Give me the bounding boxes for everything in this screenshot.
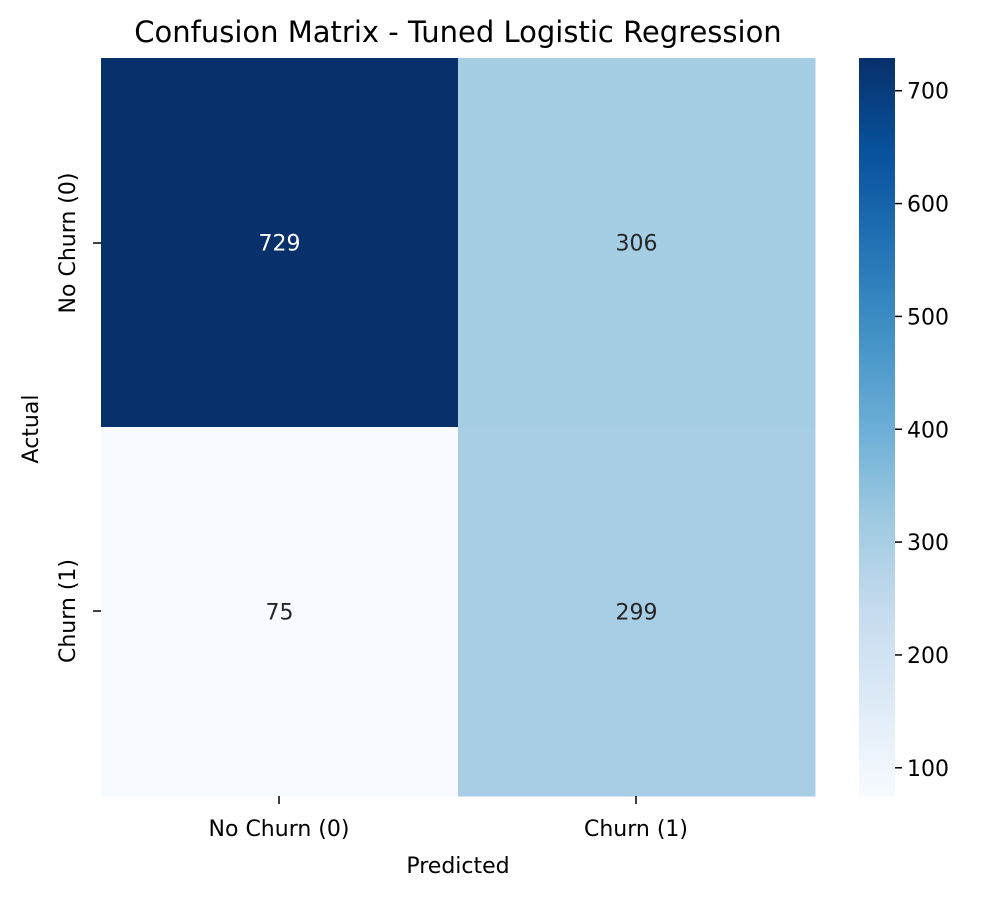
y-axis: No Churn (0) Churn (1) Actual [19, 173, 101, 663]
cell-label-r1-c0: 75 [266, 601, 294, 626]
colorbar-tick-label-2: 300 [907, 531, 949, 556]
colorbar-tick-label-5: 600 [907, 193, 949, 218]
y-axis-label: Actual [19, 395, 44, 464]
heatmap-cell-r1-c1 [458, 427, 816, 797]
colorbar-tick-label-0: 100 [907, 757, 949, 782]
x-axis-label: Predicted [406, 854, 509, 879]
cell-annotations: 729 306 75 299 [259, 232, 658, 626]
colorbar-tick-label-3: 400 [907, 418, 949, 443]
y-tick-label-1: Churn (1) [56, 559, 81, 663]
colorbar-tick-label-4: 500 [907, 305, 949, 330]
cell-label-r1-c1: 299 [616, 601, 658, 626]
cell-label-r0-c0: 729 [259, 232, 301, 257]
heatmap-cell-r0-c1 [458, 58, 816, 428]
heatmap-cell-r1-c0 [101, 427, 459, 797]
cell-label-r0-c1: 306 [616, 232, 658, 257]
colorbar-tick-label-6: 700 [907, 80, 949, 105]
chart-title: Confusion Matrix - Tuned Logistic Regres… [134, 15, 781, 49]
colorbar-tick-label-1: 200 [907, 644, 949, 669]
colorbar-gradient [859, 58, 895, 796]
x-tick-label-1: Churn (1) [584, 817, 688, 842]
colorbar: 100 200 300 400 500 600 700 [859, 58, 949, 796]
x-axis: No Churn (0) Churn (1) Predicted [209, 796, 688, 879]
x-tick-label-0: No Churn (0) [209, 817, 350, 842]
y-tick-label-0: No Churn (0) [56, 173, 81, 314]
heatmap-cell-r0-c0 [101, 58, 459, 428]
heatmap-cells [101, 58, 816, 797]
colorbar-ticks: 100 200 300 400 500 600 700 [895, 80, 949, 782]
